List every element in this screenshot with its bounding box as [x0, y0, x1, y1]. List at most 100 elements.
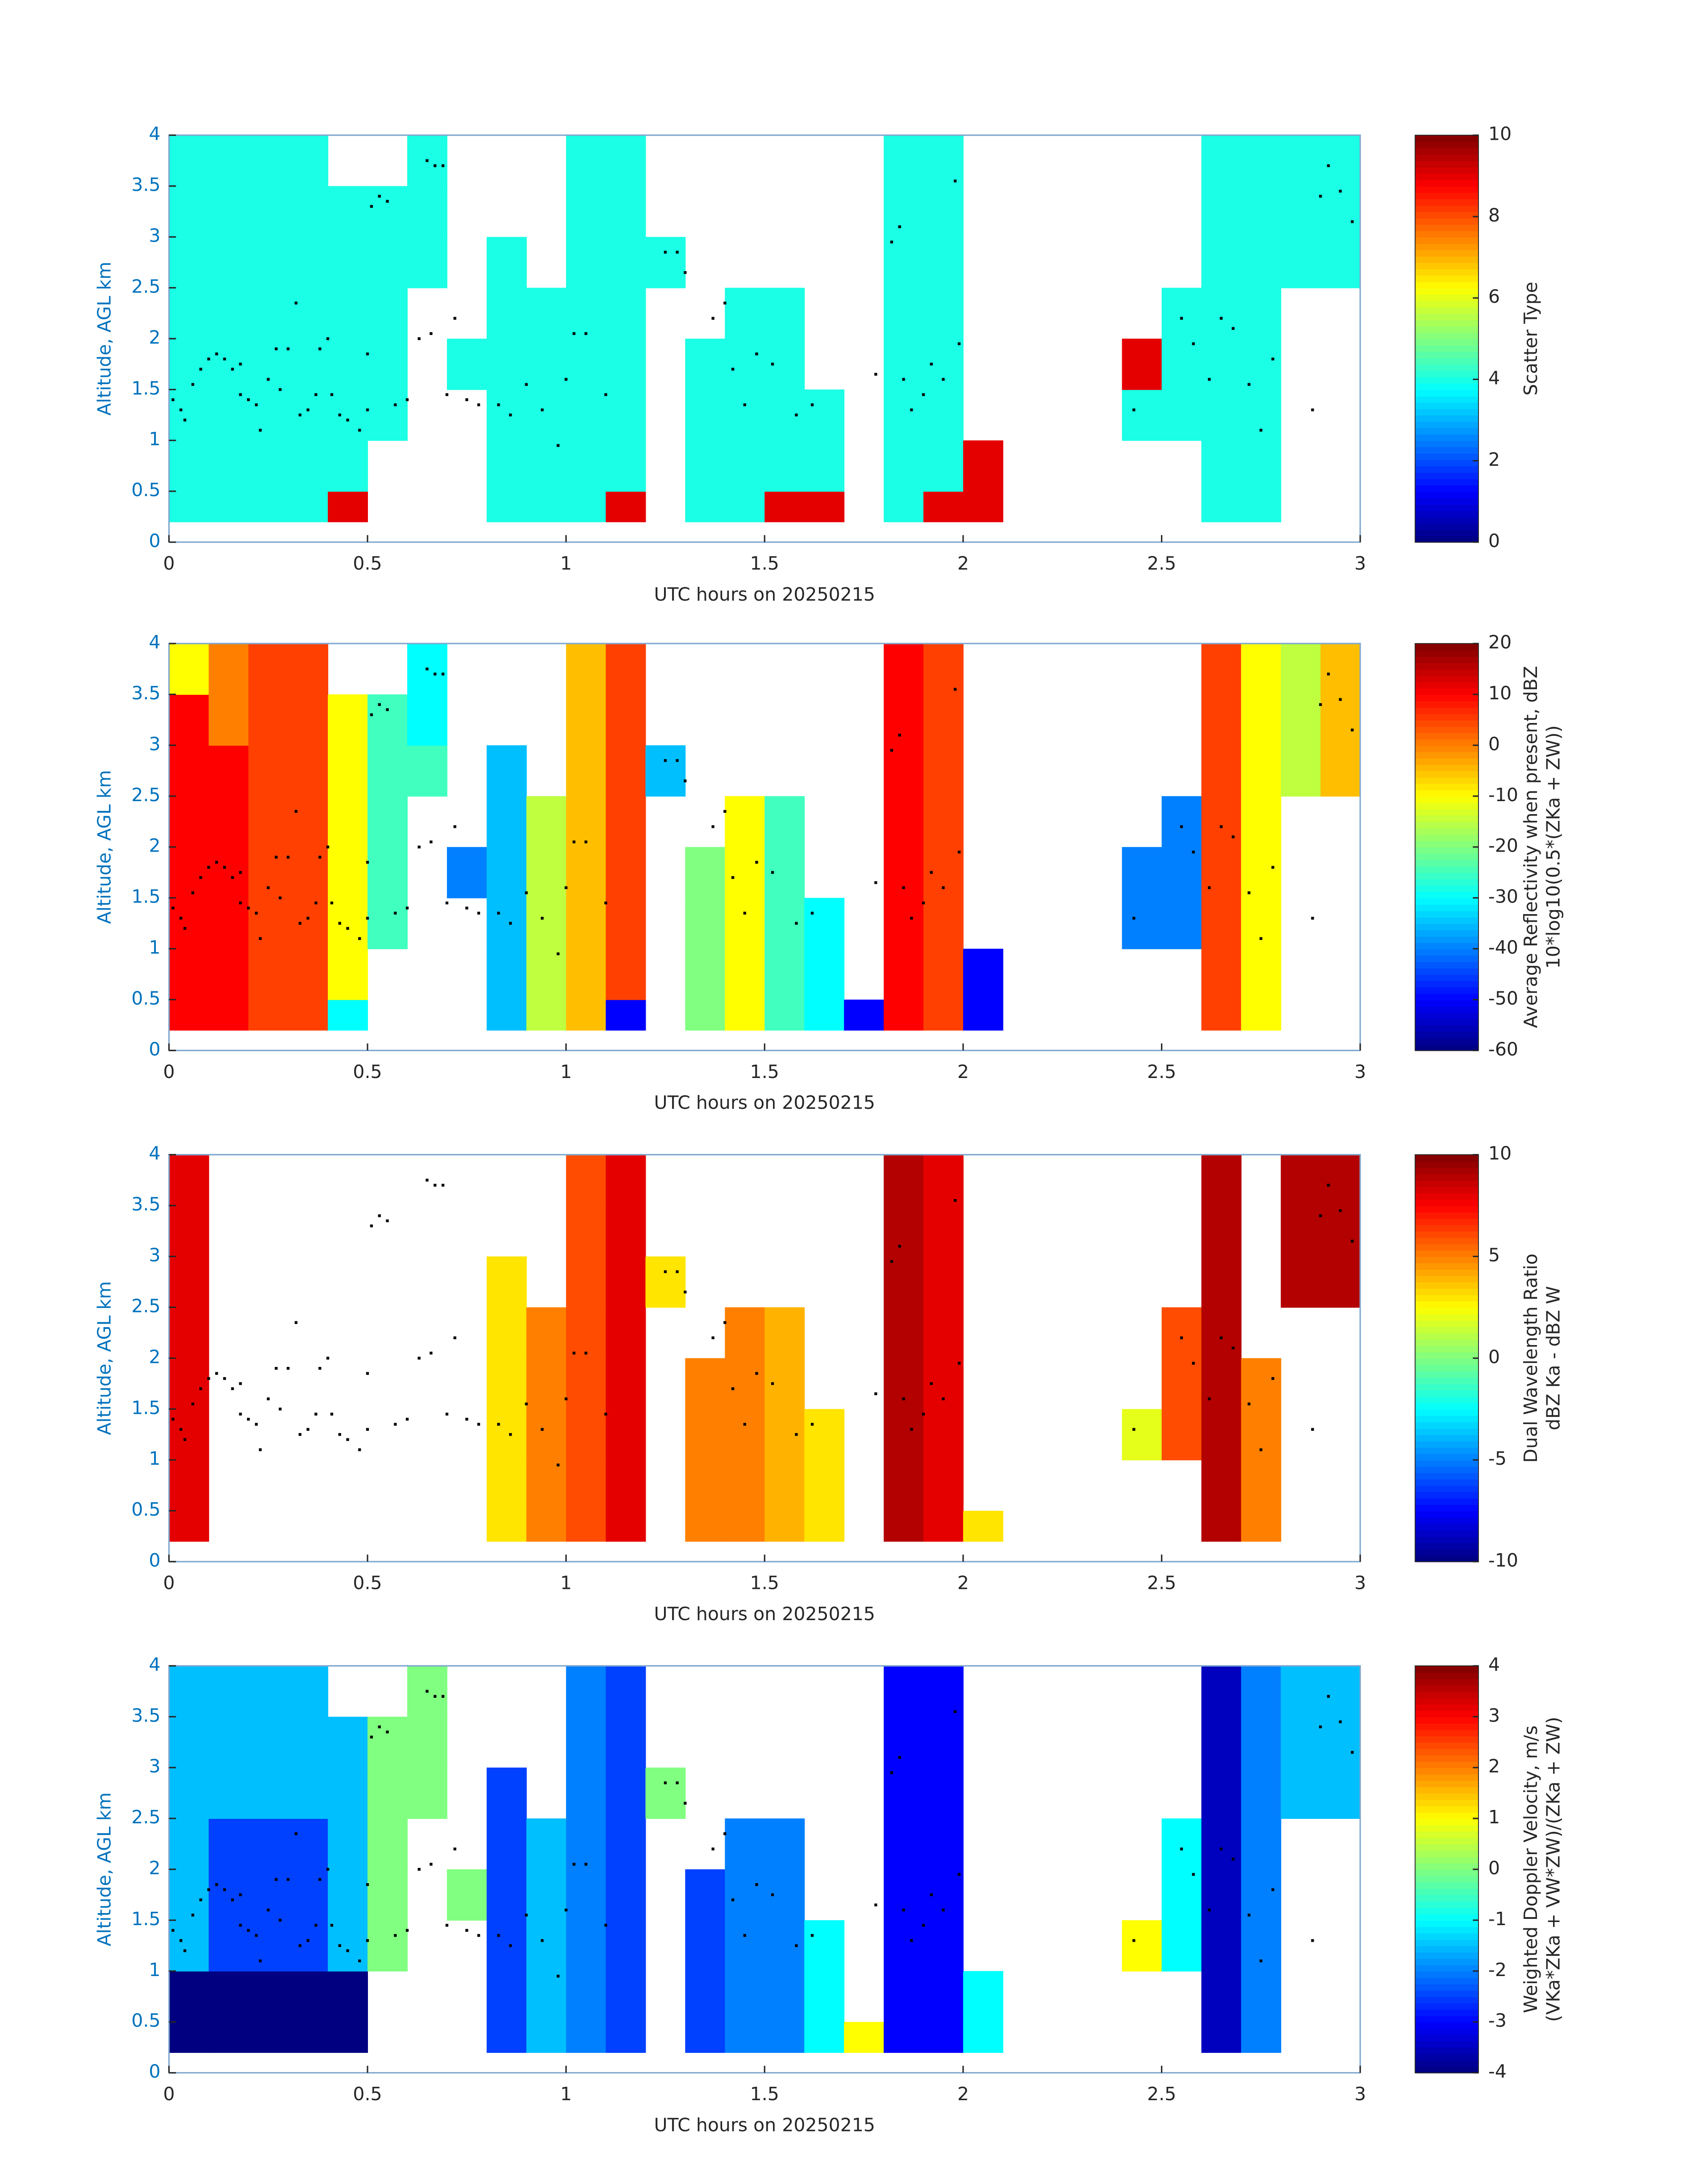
marker — [207, 1888, 210, 1891]
marker — [684, 1291, 687, 1294]
colorbar-segment — [1415, 853, 1478, 861]
cell — [725, 2022, 765, 2053]
marker — [930, 363, 933, 366]
cell — [1201, 1409, 1242, 1461]
marker — [394, 1423, 397, 1426]
colorbar-segment — [1415, 783, 1478, 790]
cell — [1201, 1768, 1242, 1819]
colorbar-segment — [1415, 1691, 1478, 1698]
y-tick-label: 3 — [149, 225, 160, 247]
cell — [1201, 1256, 1242, 1308]
marker — [755, 1372, 758, 1375]
cell — [288, 745, 329, 797]
colorbar-tick-label: 8 — [1488, 205, 1500, 226]
cell — [725, 1307, 765, 1359]
cell — [288, 1869, 329, 1921]
cell — [566, 1256, 606, 1308]
marker — [366, 1939, 369, 1942]
x-tick-label: 1 — [560, 2083, 572, 2105]
marker — [306, 408, 309, 411]
marker — [426, 1178, 429, 1182]
marker — [743, 1423, 746, 1426]
colorbar-segment — [1415, 1244, 1478, 1251]
marker — [259, 1448, 262, 1451]
colorbar-segment — [1415, 1799, 1478, 1806]
cell — [764, 847, 805, 898]
colorbar-segment — [1415, 186, 1478, 193]
marker — [664, 1781, 667, 1784]
cell — [804, 999, 845, 1031]
cell — [884, 389, 924, 441]
colorbar-segment — [1415, 1224, 1478, 1232]
colorbar-segment — [1415, 1199, 1478, 1206]
colorbar-segment — [1415, 345, 1478, 352]
marker — [509, 1433, 512, 1436]
marker — [664, 759, 667, 762]
marker — [318, 347, 322, 351]
cell — [367, 288, 408, 339]
cell — [606, 1717, 646, 1768]
marker — [1311, 917, 1314, 920]
cell — [923, 1460, 964, 1512]
cell — [1241, 338, 1282, 390]
marker — [255, 1934, 258, 1937]
x-tick-label: 1 — [560, 552, 572, 574]
cell — [606, 1358, 646, 1410]
marker — [179, 1428, 183, 1431]
marker — [684, 779, 687, 782]
marker — [239, 363, 242, 366]
colorbar-segment — [1415, 1933, 1478, 1940]
cell — [1281, 1154, 1321, 1206]
cell — [764, 1307, 805, 1359]
y-tick-label: 4 — [149, 631, 160, 653]
x-axis-label: UTC hours on 20250215 — [654, 1092, 875, 1113]
colorbar-segment — [1415, 1396, 1478, 1404]
colorbar-segment — [1415, 949, 1478, 956]
colorbar-segment — [1415, 923, 1478, 931]
marker — [564, 378, 568, 381]
cell — [288, 1920, 329, 1972]
colorbar-segment — [1415, 504, 1478, 511]
cell — [1241, 135, 1282, 187]
cell — [804, 1460, 845, 1512]
colorbar-segment — [1415, 351, 1478, 359]
marker — [453, 1336, 456, 1339]
marker — [199, 368, 202, 371]
cell — [685, 847, 726, 898]
marker — [1311, 1939, 1314, 1942]
cell — [1320, 745, 1361, 797]
marker — [441, 164, 445, 167]
marker — [338, 1944, 341, 1947]
x-tick-label: 1 — [560, 1061, 572, 1082]
marker — [509, 922, 512, 925]
colorbar-segment — [1415, 2060, 1478, 2067]
colorbar-segment — [1415, 1044, 1478, 1051]
colorbar-segment — [1415, 281, 1478, 288]
colorbar-segment — [1415, 974, 1478, 981]
x-axis-label: UTC hours on 20250215 — [654, 584, 875, 605]
cell — [209, 237, 249, 288]
y-tick-label: 0.5 — [131, 987, 160, 1009]
cell — [526, 338, 567, 390]
colorbar-segment — [1415, 466, 1478, 473]
colorbar-segment — [1415, 1345, 1478, 1353]
colorbar-segment — [1415, 955, 1478, 962]
marker — [572, 332, 576, 335]
cell — [1201, 338, 1242, 390]
cell — [1241, 999, 1282, 1031]
marker — [957, 850, 961, 854]
x-tick-label: 2.5 — [1147, 1572, 1176, 1593]
marker — [223, 866, 226, 869]
cell — [367, 237, 408, 288]
marker — [795, 1944, 798, 1947]
marker — [223, 1888, 226, 1891]
marker — [287, 1366, 290, 1370]
cell — [606, 440, 646, 492]
marker — [902, 1908, 905, 1912]
cell — [169, 949, 209, 1000]
cell — [209, 898, 249, 949]
colorbar-segment — [1415, 1231, 1478, 1238]
marker — [922, 393, 925, 396]
colorbar-segment — [1415, 1269, 1478, 1276]
x-tick-label: 2.5 — [1147, 552, 1176, 574]
